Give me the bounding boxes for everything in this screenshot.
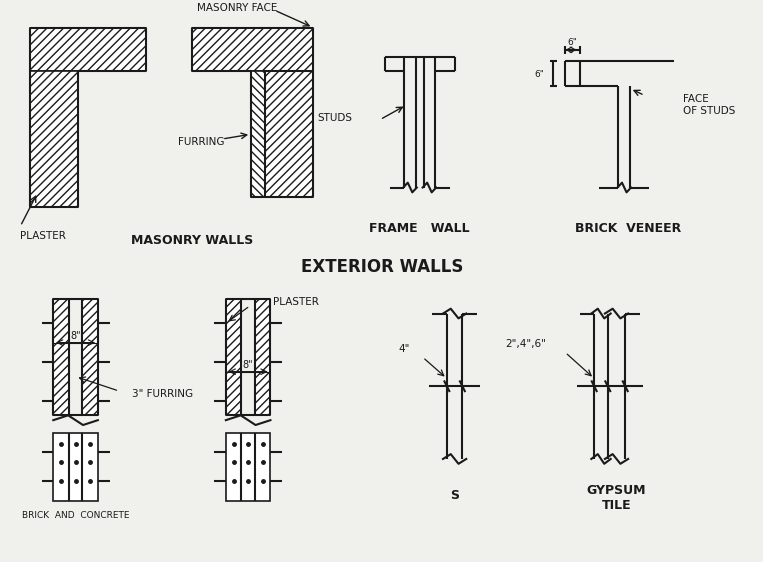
Text: FURRING: FURRING [179,137,225,147]
Text: FRAME   WALL: FRAME WALL [369,222,470,235]
Text: EXTERIOR WALLS: EXTERIOR WALLS [301,258,463,276]
Bar [265,71,313,197]
Bar [82,299,98,415]
Text: PLASTER: PLASTER [272,297,319,307]
Text: S: S [450,490,459,502]
Text: PLASTER: PLASTER [21,231,66,241]
Bar [69,299,82,415]
Text: BRICK  VENEER: BRICK VENEER [575,222,681,235]
Text: STUDS: STUDS [318,113,353,123]
Bar [241,299,255,415]
Text: BRICK  AND  CONCRETE: BRICK AND CONCRETE [22,511,129,520]
Bar [192,71,251,197]
Text: FACE
OF STUDS: FACE OF STUDS [684,94,736,116]
Text: 4": 4" [398,345,410,355]
Bar [30,71,79,207]
Text: 2",4",6": 2",4",6" [505,338,546,348]
Bar [53,433,98,501]
Text: GYPSUM
TILE: GYPSUM TILE [587,484,646,512]
Bar [79,71,146,207]
Bar [255,299,270,415]
Text: 3" FURRING: 3" FURRING [132,389,193,399]
Text: MASONRY FACE: MASONRY FACE [197,3,277,13]
Text: 6": 6" [534,70,544,79]
Text: 8": 8" [70,331,81,341]
Bar [226,433,270,501]
Text: 6": 6" [567,38,577,47]
Text: 8": 8" [243,360,253,370]
Text: MASONRY WALLS: MASONRY WALLS [130,234,253,247]
Bar [30,28,146,71]
Bar [192,28,313,71]
Bar [251,71,265,197]
Bar [226,299,241,415]
Bar [53,299,69,415]
